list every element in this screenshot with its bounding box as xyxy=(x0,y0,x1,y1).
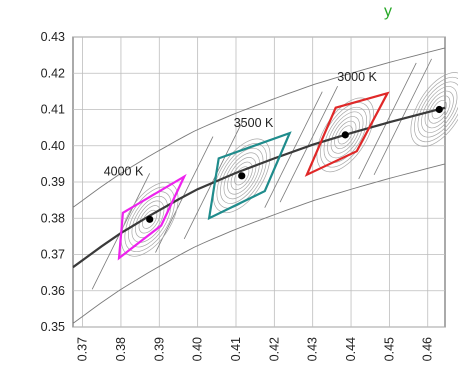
bin-lower-boundary xyxy=(72,163,446,324)
y-tick-label: 0.37 xyxy=(41,248,65,262)
cct-point xyxy=(435,105,443,114)
y-tick-label: 0.40 xyxy=(41,139,65,153)
y-tick-label: 0.43 xyxy=(41,30,65,44)
x-tick-label: 0.37 xyxy=(76,337,90,361)
ellipse-contour xyxy=(230,161,253,190)
cct-points xyxy=(146,105,443,223)
ellipse-contour xyxy=(414,76,458,143)
y-axis-ticks: 0.43 0.42 0.41 0.40 0.39 0.38 0.37 0.36 0.35 xyxy=(41,30,65,334)
y-tick-label: 0.36 xyxy=(41,284,65,298)
ellipse-contour xyxy=(428,95,451,124)
x-tick-label: 0.45 xyxy=(382,337,396,361)
chart-title-fragment: y xyxy=(384,3,392,20)
x-tick-label: 0.46 xyxy=(421,337,435,361)
ellipse-contour xyxy=(135,200,165,239)
y-tick-label: 0.38 xyxy=(41,211,65,225)
ellipse-contour xyxy=(142,209,158,229)
ellipse-contour xyxy=(431,100,447,119)
x-tick-label: 0.42 xyxy=(267,337,281,361)
bin-separator xyxy=(279,86,338,203)
planckian-locus-line xyxy=(72,106,446,269)
bin-separator xyxy=(358,62,417,180)
bin-separator xyxy=(183,122,243,240)
bin-quadrangle xyxy=(207,131,292,221)
y-tick-label: 0.41 xyxy=(41,103,65,117)
ellipse-contour xyxy=(417,81,458,138)
x-tick-label: 0.41 xyxy=(229,337,243,361)
planckian-locus xyxy=(72,106,446,269)
ellipse-contour xyxy=(424,90,454,129)
bin-separator xyxy=(373,58,432,176)
bin-separator xyxy=(155,136,214,253)
bin-separator xyxy=(264,91,323,208)
x-axis-ticks: 0.37 0.38 0.39 0.40 0.41 0.42 0.43 0.44 0.45 0.46 xyxy=(76,337,435,361)
ellipse-contour xyxy=(220,147,264,204)
y-tick-label: 0.42 xyxy=(41,66,65,80)
x-tick-label: 0.43 xyxy=(306,337,320,361)
cct-label: 3500 K xyxy=(234,116,274,130)
cct-labels: 4000 K 3500 K 3000 K xyxy=(104,70,378,178)
y-tick-label: 0.39 xyxy=(41,175,65,189)
ellipse-contour xyxy=(410,72,458,147)
x-tick-label: 0.44 xyxy=(344,337,358,361)
x-tick-label: 0.38 xyxy=(114,337,128,361)
ellipse-contour xyxy=(128,191,172,248)
ellipse-contour xyxy=(421,86,458,133)
bin-outlines xyxy=(72,47,446,324)
bin-quadrangle xyxy=(117,173,187,261)
x-tick-label: 0.40 xyxy=(191,337,205,361)
ellipse-contour xyxy=(138,205,161,234)
cct-label: 4000 K xyxy=(104,164,144,178)
bin-upper-boundary xyxy=(72,47,446,208)
bin-quadrangle xyxy=(304,91,390,177)
cct-point xyxy=(341,131,349,139)
ellipse-contour xyxy=(223,152,260,200)
ellipse-contour xyxy=(227,157,257,195)
ellipse-contour xyxy=(327,111,364,159)
ellipse-contour xyxy=(216,143,267,209)
ellipse-contour xyxy=(330,116,360,154)
binning-quadrangles xyxy=(117,91,390,261)
cct-point xyxy=(238,172,246,180)
ellipse-contour xyxy=(213,138,271,214)
ellipse-contour xyxy=(334,120,357,149)
ellipse-contour xyxy=(337,125,353,145)
ellipse-contour xyxy=(323,106,367,163)
cct-point xyxy=(146,215,154,223)
gridlines xyxy=(73,36,445,328)
y-tick-label: 0.35 xyxy=(41,320,65,334)
x-tick-label: 0.39 xyxy=(152,337,166,361)
cct-label: 3000 K xyxy=(337,70,377,84)
